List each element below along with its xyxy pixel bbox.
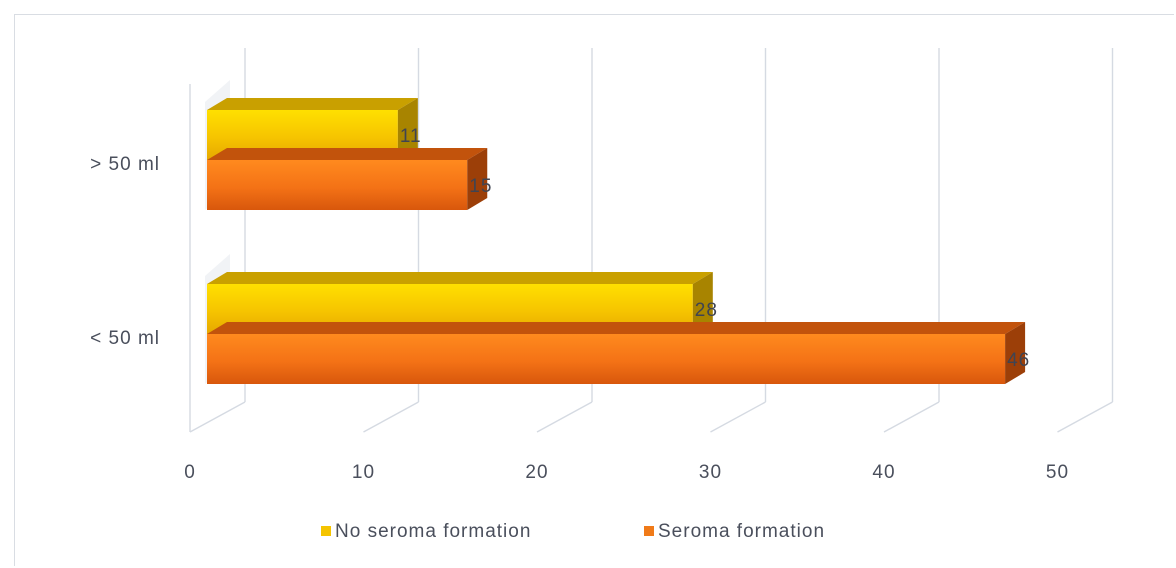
category-label: < 50 ml (90, 328, 160, 349)
floor-gridline (1057, 401, 1113, 433)
x-tick-label: 10 (352, 462, 375, 483)
bar[interactable] (207, 160, 468, 210)
bar-top-face (207, 98, 418, 110)
x-tick-label: 50 (1046, 462, 1069, 483)
bar-top-face (207, 272, 713, 284)
category-label: > 50 ml (90, 154, 160, 175)
bar-top-face (207, 322, 1026, 334)
legend: No seroma formation Seroma formation (321, 521, 825, 542)
legend-swatch (644, 526, 654, 536)
legend-label: Seroma formation (658, 521, 825, 542)
floor-gridline (363, 401, 419, 433)
legend-swatch (321, 526, 331, 536)
x-tick-label: 0 (184, 462, 196, 483)
bar[interactable] (207, 334, 1006, 384)
bar-side-face (397, 98, 418, 160)
legend-label: No seroma formation (335, 521, 531, 542)
floor-gridline (189, 401, 246, 433)
data-label: 11 (400, 126, 422, 147)
bars (205, 80, 1026, 384)
data-label: 15 (469, 176, 492, 197)
bar-side-face (467, 148, 488, 210)
floor-gridline (536, 401, 593, 433)
x-tick-label: 20 (525, 462, 548, 483)
x-tick-label: 40 (872, 462, 895, 483)
data-label: 46 (1007, 350, 1030, 371)
bar-top-face (207, 148, 488, 160)
x-tick-label: 30 (699, 462, 722, 483)
bar-side-face (692, 272, 713, 334)
floor-gridline (883, 401, 940, 433)
floor-gridline (710, 401, 766, 433)
bar-side-face (1005, 322, 1026, 384)
labels: 0 10 20 30 40 50 > 50 ml 11 15 < 50 ml 28 46 (90, 126, 1069, 483)
chart-frame (14, 14, 1174, 566)
data-label: 28 (695, 300, 718, 321)
